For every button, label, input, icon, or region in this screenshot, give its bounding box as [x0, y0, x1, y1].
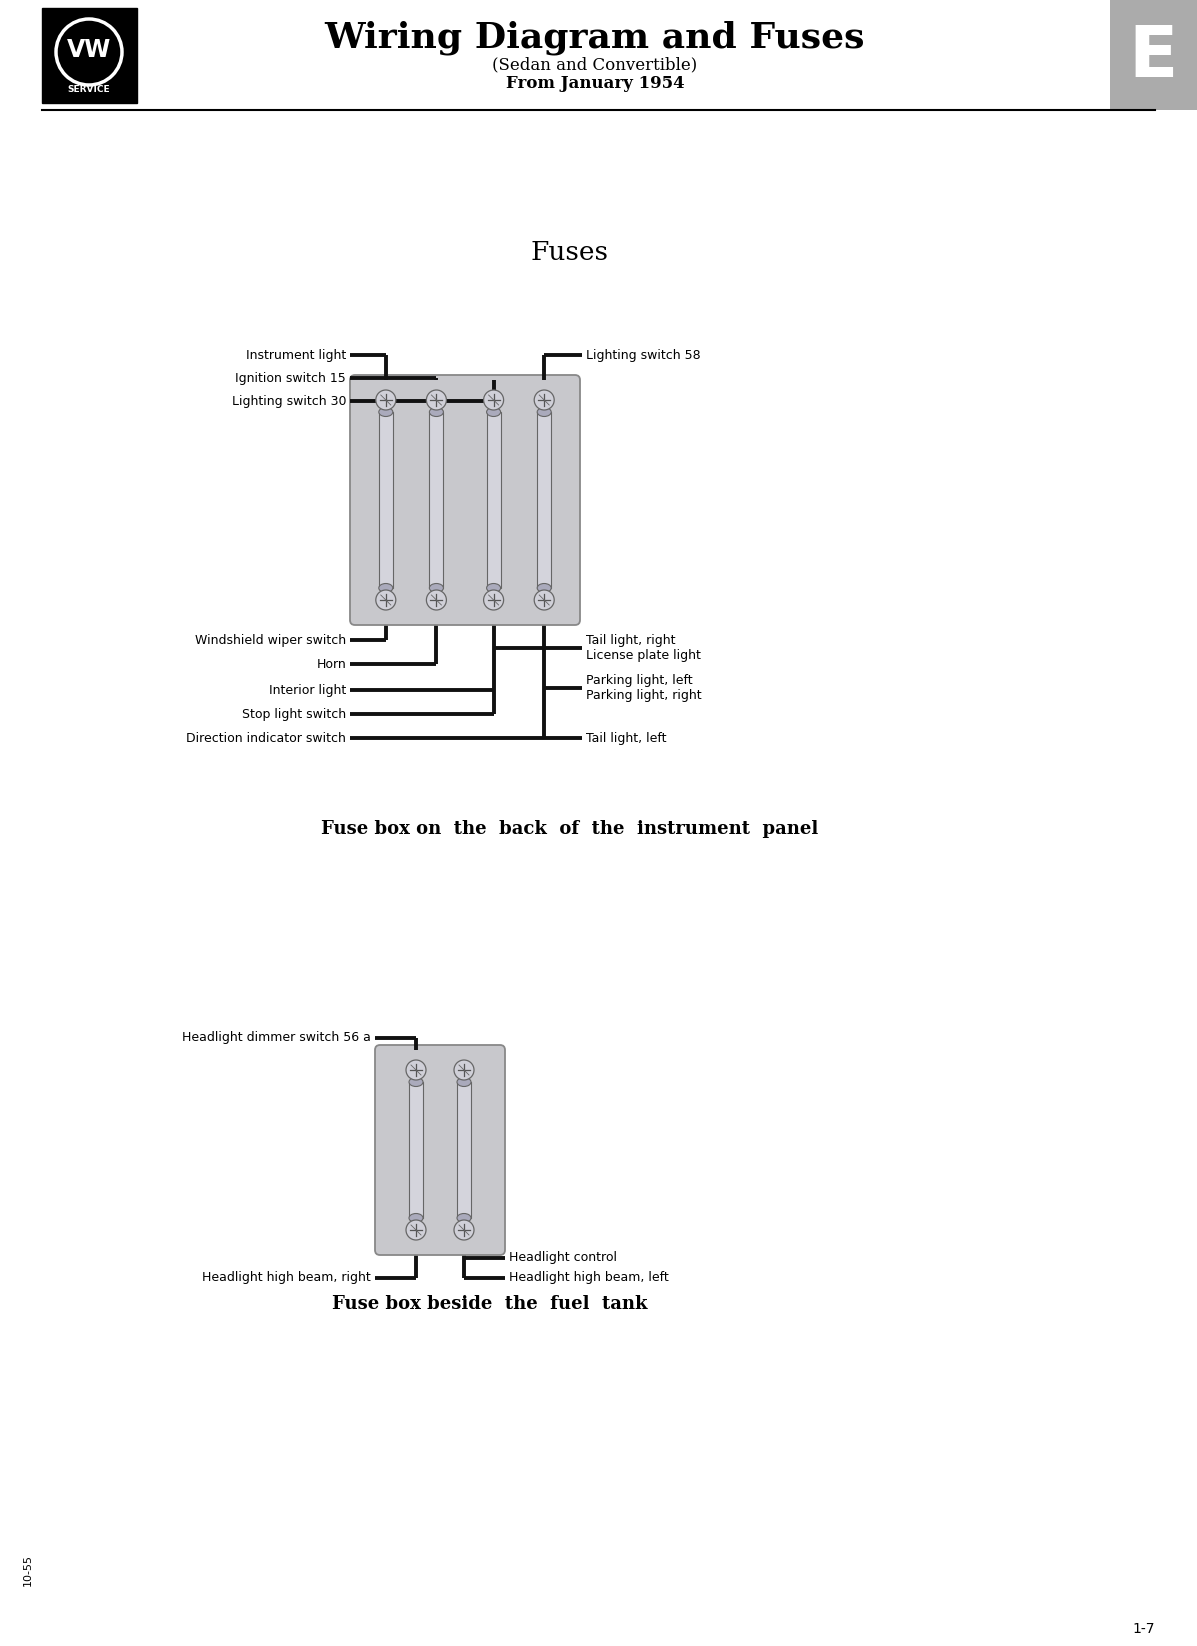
Bar — [409, 1081, 423, 1218]
Circle shape — [406, 1060, 426, 1080]
Circle shape — [454, 1060, 474, 1080]
Circle shape — [426, 390, 446, 410]
Text: VW: VW — [67, 38, 111, 63]
Bar — [1110, 0, 1197, 110]
Ellipse shape — [409, 1078, 423, 1086]
Text: Headlight high beam, right: Headlight high beam, right — [202, 1271, 371, 1284]
Text: Lighting switch 58: Lighting switch 58 — [587, 349, 700, 362]
Ellipse shape — [378, 583, 393, 593]
Ellipse shape — [487, 583, 500, 593]
Ellipse shape — [487, 408, 500, 416]
Text: Headlight high beam, left: Headlight high beam, left — [509, 1271, 669, 1284]
Circle shape — [484, 390, 504, 410]
Text: 1-7: 1-7 — [1132, 1621, 1155, 1636]
Bar — [487, 412, 500, 588]
Circle shape — [454, 1220, 474, 1239]
Text: E: E — [1129, 23, 1178, 92]
Text: Headlight control: Headlight control — [509, 1251, 616, 1264]
Text: Wiring Diagram and Fuses: Wiring Diagram and Fuses — [324, 20, 865, 54]
Circle shape — [56, 20, 122, 86]
Text: Instrument light: Instrument light — [245, 349, 346, 362]
Text: 10-55: 10-55 — [23, 1554, 34, 1587]
Ellipse shape — [430, 583, 443, 593]
Ellipse shape — [457, 1213, 470, 1223]
Bar — [42, 8, 136, 104]
Ellipse shape — [378, 408, 393, 416]
FancyBboxPatch shape — [350, 375, 581, 625]
Text: Interior light: Interior light — [269, 683, 346, 696]
Ellipse shape — [537, 583, 551, 593]
Text: Ignition switch 15: Ignition switch 15 — [236, 372, 346, 385]
Text: Fuses: Fuses — [531, 240, 609, 265]
Circle shape — [376, 390, 396, 410]
Circle shape — [406, 1220, 426, 1239]
Text: Fuse box beside  the  fuel  tank: Fuse box beside the fuel tank — [333, 1295, 648, 1314]
Ellipse shape — [457, 1078, 470, 1086]
Bar — [537, 412, 551, 588]
Text: Tail light, left: Tail light, left — [587, 731, 667, 744]
Text: Tail light, right
License plate light: Tail light, right License plate light — [587, 634, 701, 662]
Text: Fuse box on  the  back  of  the  instrument  panel: Fuse box on the back of the instrument p… — [321, 820, 819, 838]
Ellipse shape — [430, 408, 443, 416]
Circle shape — [426, 589, 446, 611]
Circle shape — [376, 589, 396, 611]
FancyBboxPatch shape — [375, 1045, 505, 1254]
Text: Lighting switch 30: Lighting switch 30 — [231, 395, 346, 408]
Ellipse shape — [409, 1213, 423, 1223]
Text: (Sedan and Convertible): (Sedan and Convertible) — [492, 56, 698, 72]
Circle shape — [534, 589, 554, 611]
Text: Horn: Horn — [316, 657, 346, 670]
Text: Headlight dimmer switch 56 a: Headlight dimmer switch 56 a — [182, 1032, 371, 1045]
Text: From January 1954: From January 1954 — [505, 76, 685, 92]
Text: Parking light, left
Parking light, right: Parking light, left Parking light, right — [587, 673, 701, 701]
Circle shape — [484, 589, 504, 611]
Text: Windshield wiper switch: Windshield wiper switch — [195, 634, 346, 647]
Bar — [430, 412, 443, 588]
Text: SERVICE: SERVICE — [68, 84, 110, 94]
Circle shape — [534, 390, 554, 410]
Text: Direction indicator switch: Direction indicator switch — [186, 731, 346, 744]
Bar — [457, 1081, 470, 1218]
Bar — [378, 412, 393, 588]
Circle shape — [61, 25, 117, 81]
Ellipse shape — [537, 408, 551, 416]
Text: Stop light switch: Stop light switch — [242, 708, 346, 721]
